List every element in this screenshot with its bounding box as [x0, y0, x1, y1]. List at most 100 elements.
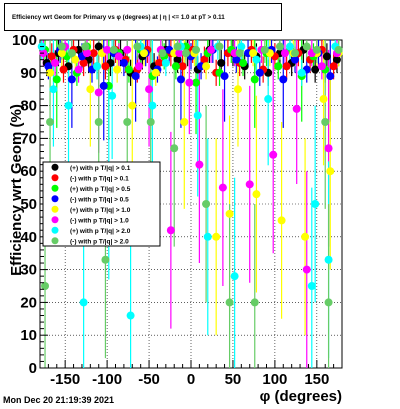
timestamp: Mon Dec 20 21:19:39 2021 — [3, 395, 115, 405]
data-point — [148, 101, 157, 110]
data-point — [151, 68, 160, 77]
data-point — [134, 62, 143, 71]
legend-label: (-) with p T/|q| > 0.5 — [70, 196, 129, 203]
data-point — [46, 118, 55, 126]
data-point — [52, 75, 61, 84]
legend-label: (+) with p T/|q| > 0.1 — [70, 165, 131, 172]
legend-box — [42, 161, 161, 247]
legend-marker — [51, 216, 59, 224]
data-point — [279, 75, 288, 84]
data-point — [282, 62, 291, 71]
legend-marker — [51, 184, 59, 192]
data-point — [192, 45, 201, 54]
data-point — [202, 200, 211, 208]
data-point — [181, 49, 190, 58]
data-point — [264, 95, 273, 104]
data-point — [326, 72, 335, 81]
data-point — [67, 75, 76, 84]
data-point — [269, 150, 278, 159]
data-point — [203, 232, 212, 241]
data-point — [302, 265, 311, 274]
legend-label: (+) with p T/|q| > 0.5 — [70, 186, 131, 193]
data-point — [114, 52, 123, 61]
data-point — [59, 65, 68, 74]
axes: -150 -100 -50 0 50 100 150 0 10 20 30 40 50 60 70 80 90 1… — [12, 32, 335, 388]
legend-label: (-) with p T/|q| > 1.0 — [70, 217, 129, 224]
data-point — [109, 45, 118, 54]
data-point — [319, 95, 328, 104]
data-point — [215, 42, 224, 51]
x-tick-label: -50 — [138, 371, 160, 388]
data-point — [82, 49, 91, 58]
data-point — [321, 118, 330, 126]
legend-marker — [51, 226, 59, 234]
data-point — [237, 42, 246, 51]
data-point — [108, 91, 117, 100]
data-point — [207, 45, 216, 54]
data-point — [161, 58, 170, 67]
data-point — [71, 55, 80, 64]
data-point — [126, 311, 135, 320]
data-point — [185, 78, 194, 87]
data-point — [225, 298, 234, 307]
data-point — [133, 42, 142, 51]
legend-label: (+) with p T/|q| > 1.0 — [70, 207, 131, 214]
data-point — [220, 72, 229, 81]
data-point — [232, 55, 241, 64]
data-point — [101, 255, 110, 264]
data-point — [275, 42, 284, 51]
data-point — [311, 200, 320, 208]
data-point — [202, 62, 211, 71]
data-point — [113, 65, 122, 74]
y-tick-label: 50 — [20, 196, 37, 213]
data-point — [173, 42, 182, 51]
data-point — [81, 42, 90, 51]
data-point — [218, 183, 227, 192]
data-point — [79, 58, 88, 67]
legend-label: (-) with p T/|q| > 0.1 — [70, 175, 129, 182]
data-point — [297, 68, 306, 77]
data-point — [280, 49, 289, 58]
data-point — [250, 75, 259, 84]
data-point — [329, 62, 338, 71]
data-point — [285, 42, 294, 51]
x-tick-label: 100 — [262, 371, 287, 388]
legend-marker — [51, 174, 59, 182]
data-point — [47, 52, 56, 61]
data-point — [277, 216, 286, 225]
data-point — [217, 58, 226, 67]
data-point — [311, 65, 320, 74]
data-point — [128, 101, 137, 110]
data-point — [44, 62, 53, 71]
data-point — [192, 78, 201, 87]
data-point — [249, 49, 258, 58]
data-point — [324, 255, 333, 264]
data-point — [74, 65, 83, 74]
data-point — [307, 282, 316, 290]
data-point — [274, 62, 283, 71]
data-point — [322, 52, 331, 61]
data-point — [166, 226, 175, 235]
y-tick-label: 90 — [20, 65, 37, 82]
data-point — [131, 72, 140, 81]
data-point — [57, 42, 66, 51]
data-point — [178, 62, 187, 71]
data-point — [146, 118, 155, 126]
data-point — [123, 45, 132, 54]
data-point — [158, 49, 167, 58]
data-point — [145, 85, 154, 94]
data-point — [170, 144, 179, 153]
data-point — [67, 49, 76, 58]
data-point — [260, 45, 269, 54]
data-point — [200, 55, 209, 64]
data-point — [51, 58, 60, 67]
data-point — [193, 111, 202, 120]
x-tick-label: -150 — [50, 371, 80, 388]
x-tick-label: 150 — [304, 371, 329, 388]
data-point — [332, 55, 341, 64]
data-point — [49, 85, 58, 94]
data-point — [101, 62, 110, 71]
data-point — [176, 75, 185, 84]
data-point — [302, 42, 311, 51]
